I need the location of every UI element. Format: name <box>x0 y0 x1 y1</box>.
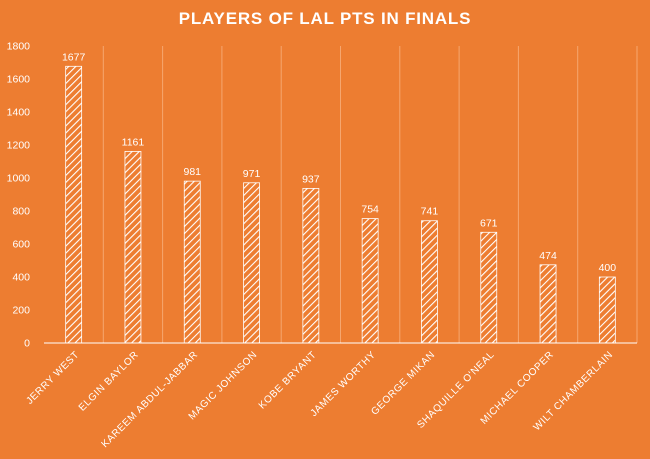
y-tick-label: 1000 <box>7 173 31 185</box>
y-tick-label: 1600 <box>7 74 31 86</box>
bar <box>65 65 83 344</box>
x-tick-label: JERRY WEST <box>24 349 81 406</box>
x-tick-label: KAREEM ABDUL-JABBAR <box>100 349 201 450</box>
data-label: 971 <box>243 168 261 180</box>
y-tick-label: 400 <box>12 272 30 284</box>
bar <box>361 218 379 344</box>
data-label: 981 <box>183 166 201 178</box>
bar <box>124 151 142 344</box>
bar <box>302 187 320 344</box>
data-label: 671 <box>480 217 498 229</box>
data-labels: 1677 1161 981 971 937 754 741 671 474 400 <box>62 51 616 274</box>
x-tick-label: MAGIC JOHNSON <box>187 349 260 422</box>
data-label: 1161 <box>122 136 145 148</box>
data-label: 741 <box>421 206 439 218</box>
bar <box>598 276 616 344</box>
data-label: 754 <box>361 204 379 216</box>
chart-title: PLAYERS OF LAL PTS IN FINALS <box>178 9 472 28</box>
bar <box>421 220 438 344</box>
bar <box>243 182 260 344</box>
x-tick-label: JAMES WORTHY <box>309 349 379 419</box>
data-label: 400 <box>599 262 617 274</box>
bars <box>65 65 616 344</box>
y-tick-label: 800 <box>12 206 30 218</box>
x-tick-label: KOBE BRYANT <box>257 349 319 411</box>
data-label: 937 <box>302 173 320 185</box>
x-tick-label: GEORGE MIKAN <box>369 349 437 417</box>
bar <box>183 180 201 344</box>
bar <box>480 231 498 344</box>
y-tick-label: 600 <box>12 239 30 251</box>
bar <box>539 264 557 344</box>
y-tick-label: 1400 <box>7 107 31 119</box>
y-tick-label: 200 <box>12 305 30 317</box>
axes: 0 200 400 600 800 1000 1200 1400 1600 1800 JERRY W… <box>7 41 637 450</box>
data-label: 1677 <box>62 51 86 63</box>
gridlines <box>102 46 638 343</box>
data-label: 474 <box>539 250 557 262</box>
y-tick-label: 0 <box>24 338 30 350</box>
x-tick-label: ELGIN BAYLOR <box>77 349 141 413</box>
y-tick-label: 1800 <box>7 41 31 53</box>
y-tick-label: 1200 <box>7 140 31 152</box>
